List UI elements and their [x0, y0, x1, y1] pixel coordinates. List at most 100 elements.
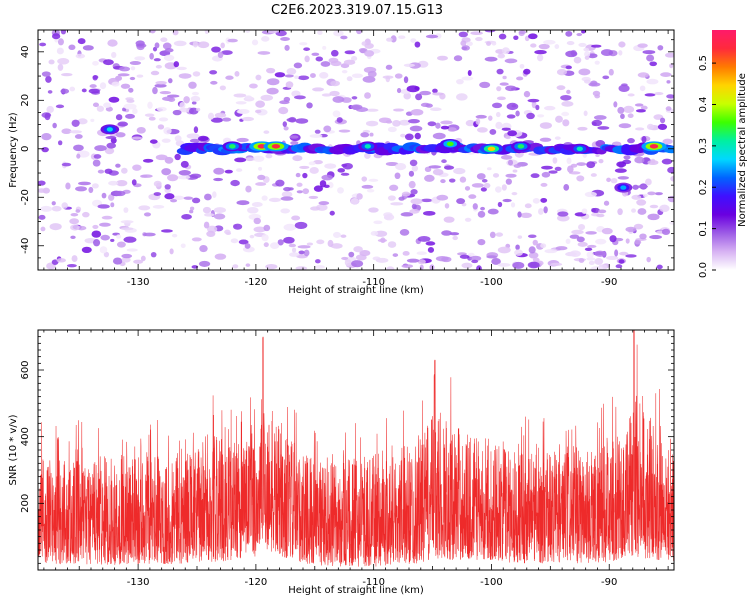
heatmap-cell — [364, 152, 371, 159]
heatmap-cell — [318, 201, 330, 206]
heatmap-cell — [257, 174, 266, 181]
heatmap-cell — [134, 56, 146, 61]
heatmap-cell — [557, 211, 569, 217]
heatmap-cell — [204, 193, 212, 201]
heatmap-cell — [294, 75, 299, 79]
heatmap-cell — [531, 101, 537, 109]
heatmap-cell — [540, 182, 548, 187]
heatmap-cell — [172, 30, 179, 36]
heatmap-cell — [480, 206, 485, 211]
heatmap-cell — [528, 33, 538, 40]
heatmap-cell — [623, 105, 635, 114]
heatmap-cell — [538, 43, 550, 50]
spectrogram-frame — [37, 29, 675, 271]
heatmap-cell — [432, 132, 446, 140]
heatmap-cell — [233, 223, 243, 230]
ridge-hot-spot — [106, 127, 113, 132]
heatmap-cell — [647, 213, 660, 221]
heatmap-cell — [364, 50, 375, 57]
snr-ylabel: SNR (10 * v/v) — [8, 414, 19, 485]
heatmap-cell — [364, 92, 371, 99]
ridge-hot-spot — [517, 144, 525, 149]
heatmap-cell — [125, 113, 135, 119]
heatmap-cell — [177, 175, 191, 180]
heatmap-cell — [275, 179, 285, 187]
heatmap-cell — [601, 227, 613, 235]
heatmap-cell — [636, 185, 649, 189]
heatmap-cell — [277, 239, 284, 246]
heatmap-cell — [48, 59, 55, 65]
ridge-hot-spot — [487, 146, 496, 151]
heatmap-cell — [202, 206, 212, 214]
heatmap-cell — [501, 127, 511, 131]
spectrogram-ticks: -130 -120 -110 -100 -90 -40 -20 0 20 40 — [20, 30, 674, 288]
heatmap-cell — [209, 70, 218, 75]
heatmap-cell — [491, 102, 503, 109]
heatmap-cell — [584, 191, 597, 198]
heatmap-cell — [169, 248, 174, 255]
heatmap-cell — [477, 239, 486, 246]
heatmap-cell — [578, 68, 591, 76]
heatmap-cell — [501, 47, 510, 54]
heatmap-cell — [108, 96, 120, 103]
heatmap-cell — [476, 265, 482, 270]
heatmap-cell — [290, 141, 299, 146]
heatmap-cell — [120, 83, 131, 89]
heatmap-cell — [121, 253, 133, 259]
heatmap-cell — [594, 250, 606, 257]
heatmap-cell — [232, 264, 239, 269]
heatmap-cell — [443, 216, 455, 223]
heatmap-cell — [234, 70, 240, 77]
heatmap-cell — [399, 228, 410, 236]
heatmap-cell — [577, 126, 588, 131]
heatmap-cell — [126, 248, 138, 252]
ridge-hot-spot — [229, 144, 236, 149]
heatmap-cell — [619, 251, 629, 256]
heatmap-cell — [432, 169, 444, 176]
heatmap-cell — [170, 199, 178, 203]
heatmap-cell — [289, 135, 299, 139]
heatmap-cell — [286, 68, 297, 75]
heatmap-cell — [107, 193, 115, 201]
heatmap-cell — [416, 251, 427, 256]
spectrogram-panel: -130 -120 -110 -100 -90 -40 -20 0 20 40 Height of… — [8, 29, 675, 296]
heatmap-cell — [148, 116, 156, 121]
heatmap-cell — [66, 263, 77, 268]
heatmap-cell — [351, 260, 364, 268]
heatmap-cell — [386, 37, 393, 42]
heatmap-cell — [341, 69, 348, 74]
heatmap-cell — [227, 38, 238, 43]
heatmap-cell — [101, 215, 113, 220]
heatmap-cell — [567, 165, 574, 173]
heatmap-cell — [594, 60, 600, 65]
heatmap-cell — [173, 61, 180, 68]
heatmap-cell — [617, 176, 630, 180]
heatmap-cell — [404, 133, 414, 141]
heatmap-cell — [498, 33, 507, 40]
heatmap-cell — [224, 229, 231, 235]
heatmap-cell — [501, 184, 507, 191]
heatmap-cell — [41, 71, 51, 77]
heatmap-cell — [291, 90, 301, 98]
heatmap-cell — [350, 55, 358, 62]
y-tick-label: -20 — [20, 189, 31, 205]
heatmap-cell — [191, 237, 202, 242]
heatmap-cell — [233, 93, 247, 98]
heatmap-cell — [571, 229, 584, 235]
heatmap-cell — [660, 72, 672, 77]
heatmap-cell — [639, 233, 647, 240]
heatmap-cell — [409, 209, 420, 214]
heatmap-cell — [623, 155, 631, 160]
heatmap-cell — [304, 55, 310, 63]
heatmap-cell — [40, 205, 53, 212]
heatmap-cell — [427, 246, 435, 253]
heatmap-cell — [417, 235, 431, 242]
heatmap-cell — [646, 123, 654, 130]
heatmap-cell — [197, 135, 209, 142]
heatmap-cell — [367, 70, 377, 78]
heatmap-cell — [283, 223, 297, 231]
heatmap-cell — [514, 249, 523, 256]
heatmap-cell — [401, 264, 414, 269]
heatmap-cell — [315, 259, 321, 264]
heatmap-cell — [327, 239, 334, 248]
